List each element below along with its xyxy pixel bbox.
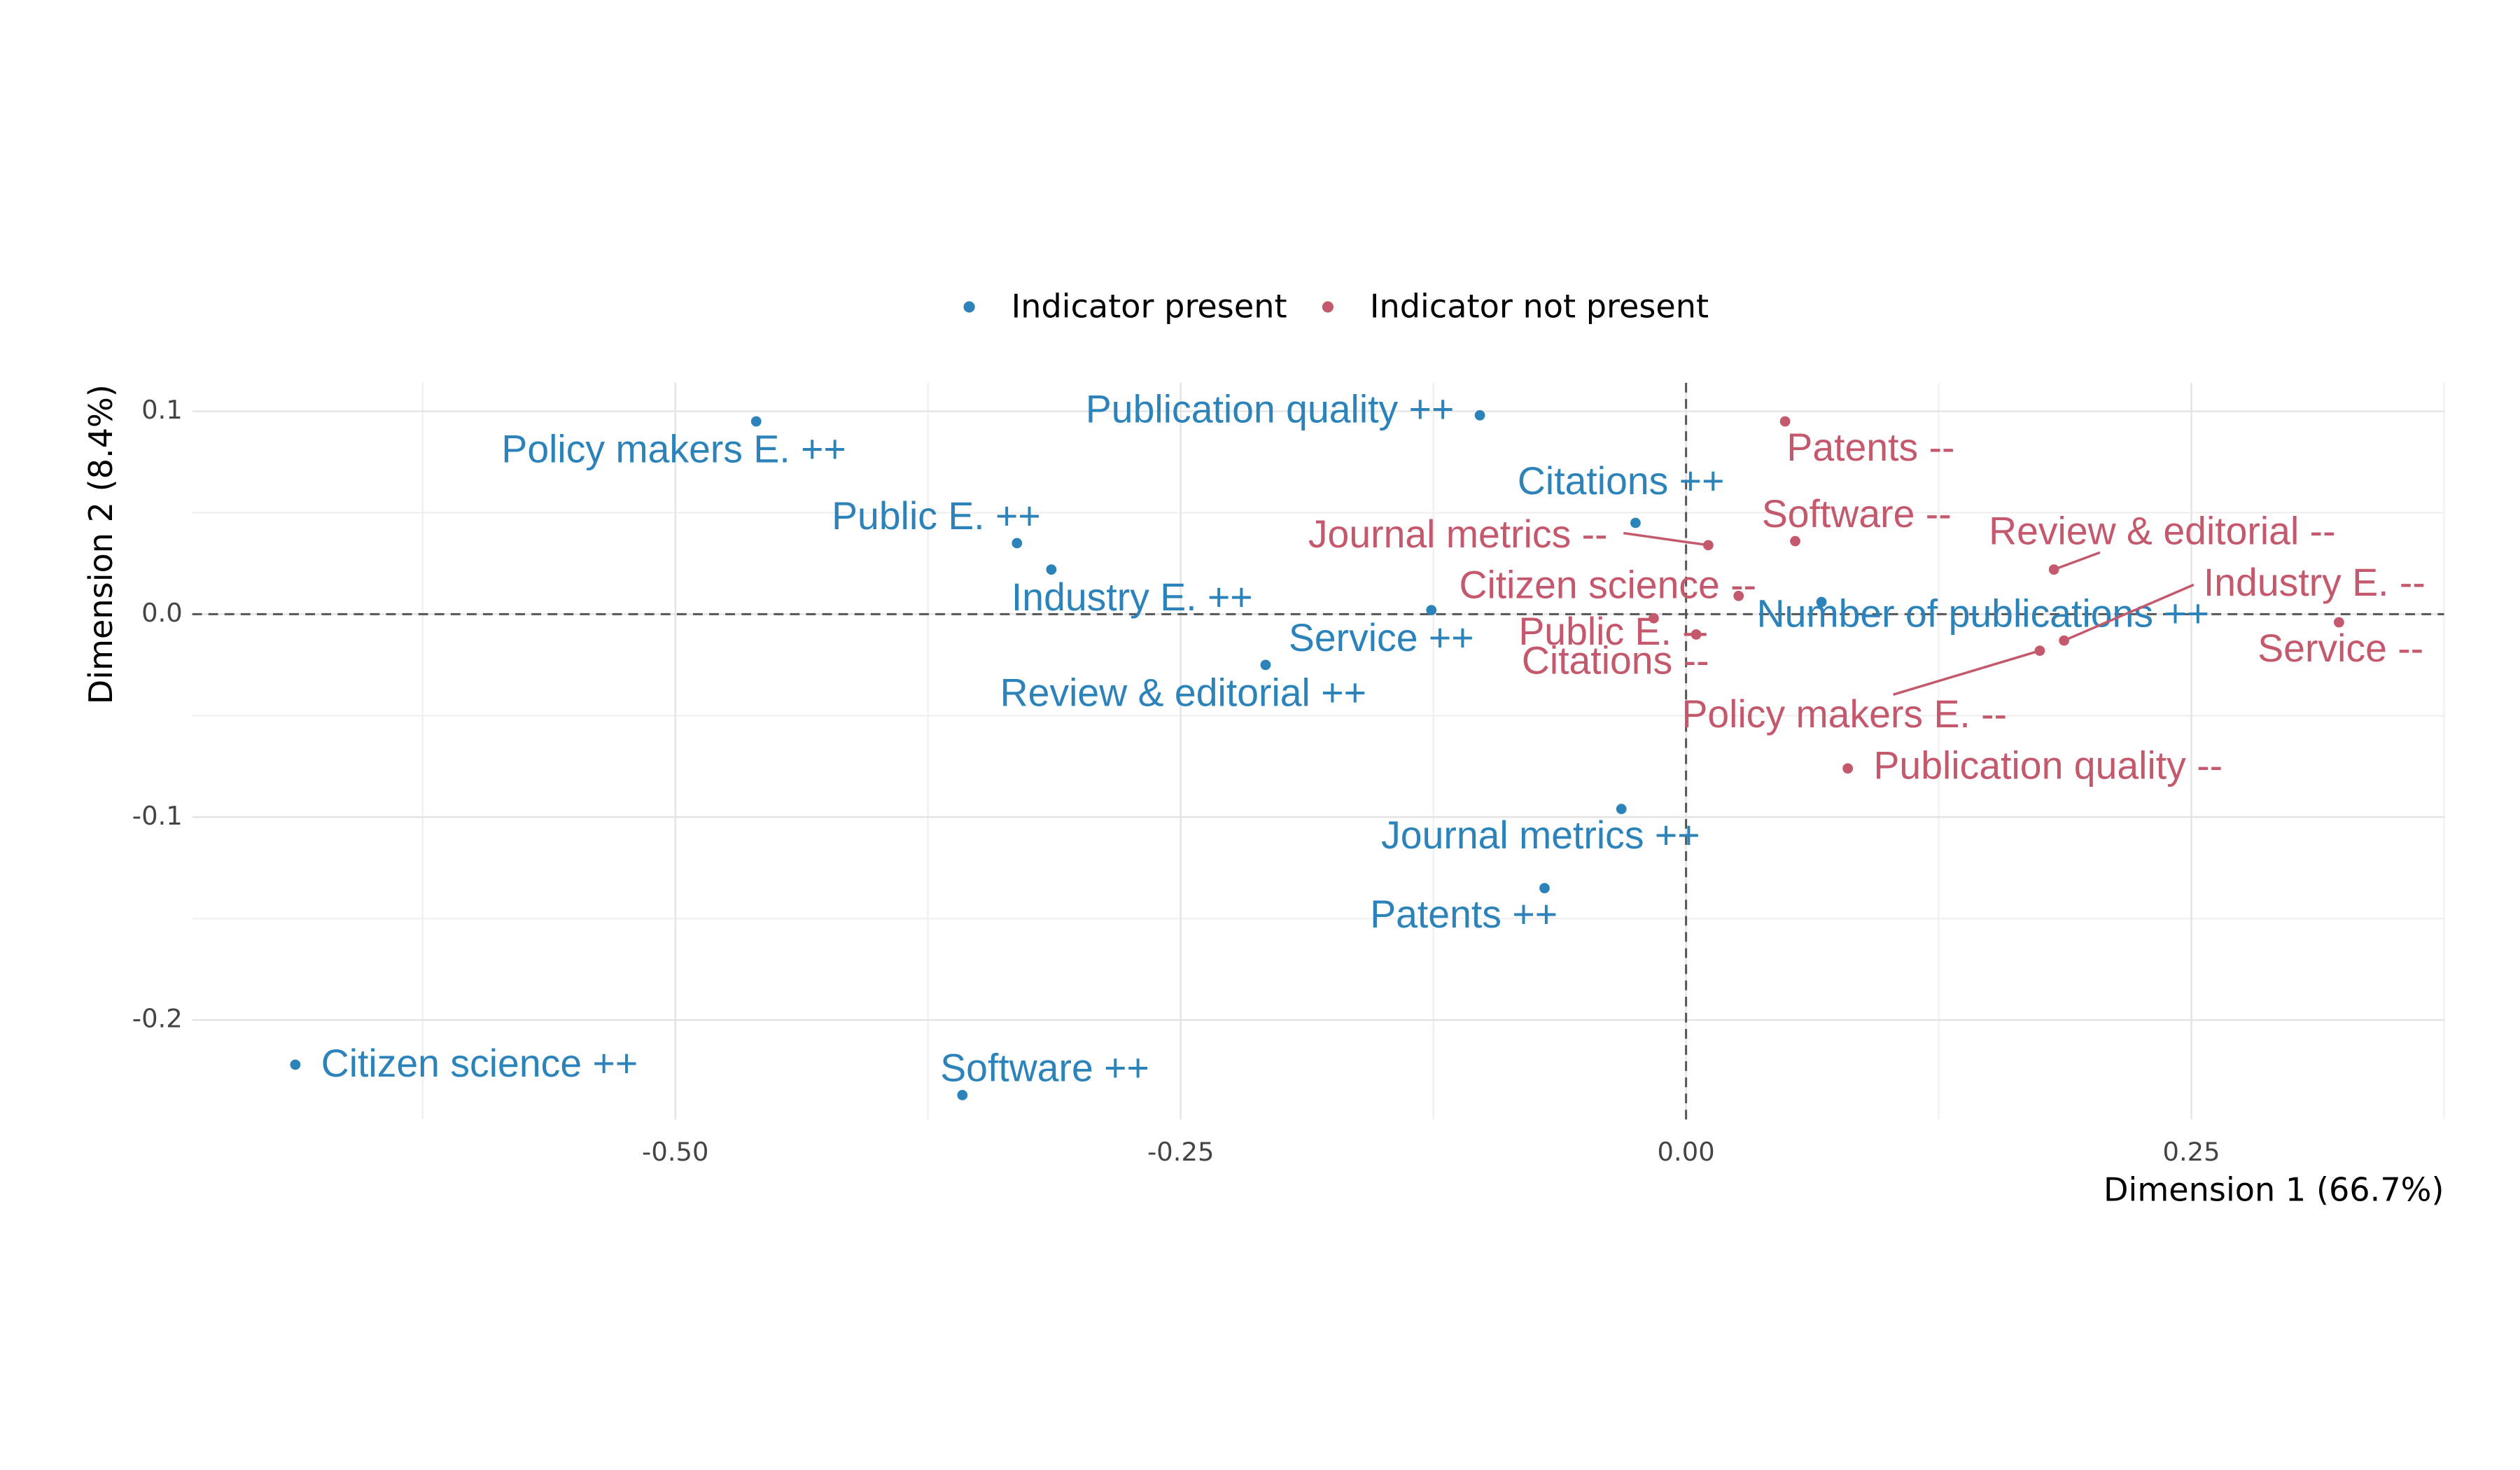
x-tick-label: -0.25 <box>1147 1137 1214 1167</box>
point <box>1011 538 1023 549</box>
point <box>1046 564 1057 575</box>
point-label: Policy makers E. ++ <box>501 427 846 470</box>
point-label: Industry E. -- <box>2204 561 2426 604</box>
point <box>1703 540 1714 551</box>
point <box>2333 617 2344 628</box>
x-tick-label: 0.00 <box>1658 1137 1715 1167</box>
point-label: Patents ++ <box>1370 892 1558 936</box>
label-connector <box>2063 583 2194 642</box>
point-label: Publication quality ++ <box>1086 387 1454 430</box>
point-label: Patents -- <box>1786 426 1954 469</box>
point-label: Policy makers E. -- <box>1681 692 2007 736</box>
point <box>290 1059 301 1070</box>
point <box>2059 635 2070 646</box>
point-label: Public E. ++ <box>832 494 1041 538</box>
point-label: Software -- <box>1762 492 1952 536</box>
point <box>1690 629 1702 640</box>
point <box>1260 659 1271 671</box>
point <box>1474 410 1485 421</box>
y-axis-title: Dimension 2 (8.4%) <box>82 384 120 704</box>
point <box>1779 416 1791 427</box>
point-label: Publication quality -- <box>1874 743 2223 787</box>
point <box>2034 645 2045 656</box>
point <box>2048 564 2059 575</box>
point-label: Service -- <box>2258 626 2423 670</box>
point-label: Industry E. ++ <box>1011 575 1253 619</box>
point <box>1630 517 1641 528</box>
y-tick-label: 0.1 <box>141 395 183 425</box>
point <box>1733 590 1744 601</box>
point-label: Review & editorial ++ <box>1000 671 1366 714</box>
point-label: Service ++ <box>1289 616 1474 659</box>
point-label: Review & editorial -- <box>1989 509 2335 552</box>
legend-label: Indicator not present <box>1370 287 1709 325</box>
point-label: Citizen science -- <box>1459 563 1756 606</box>
point-label: Number of publications ++ <box>1757 592 2209 635</box>
point-label: Public E. -- <box>1518 610 1708 653</box>
point <box>1790 536 1800 547</box>
point-label: Citations -- <box>1522 639 1709 682</box>
point <box>1539 883 1550 894</box>
label-connector <box>1893 649 2040 696</box>
point-label: Journal metrics -- <box>1308 512 1608 556</box>
point-label: Citizen science ++ <box>321 1042 638 1085</box>
y-tick-label: -0.2 <box>132 1004 183 1034</box>
point <box>1842 763 1854 774</box>
point-label: Software ++ <box>940 1046 1149 1089</box>
point <box>957 1090 968 1100</box>
point-label: Citations ++ <box>1518 459 1725 503</box>
legend-swatch <box>1322 301 1334 313</box>
y-tick-label: -0.1 <box>132 801 183 831</box>
point <box>1426 605 1437 615</box>
x-tick-label: -0.50 <box>642 1137 709 1167</box>
point <box>1816 596 1827 608</box>
legend-swatch <box>963 301 975 313</box>
label-connector <box>1623 531 1709 547</box>
x-tick-label: 0.25 <box>2162 1137 2220 1167</box>
point <box>750 416 762 427</box>
y-tick-label: 0.0 <box>141 598 183 628</box>
point <box>1616 804 1627 815</box>
point <box>1648 612 1659 624</box>
x-axis-title: Dimension 1 (66.7%) <box>2104 1171 2444 1209</box>
point-label: Journal metrics ++ <box>1381 813 1700 857</box>
label-connector <box>2053 551 2101 571</box>
legend-label: Indicator present <box>1011 287 1287 325</box>
